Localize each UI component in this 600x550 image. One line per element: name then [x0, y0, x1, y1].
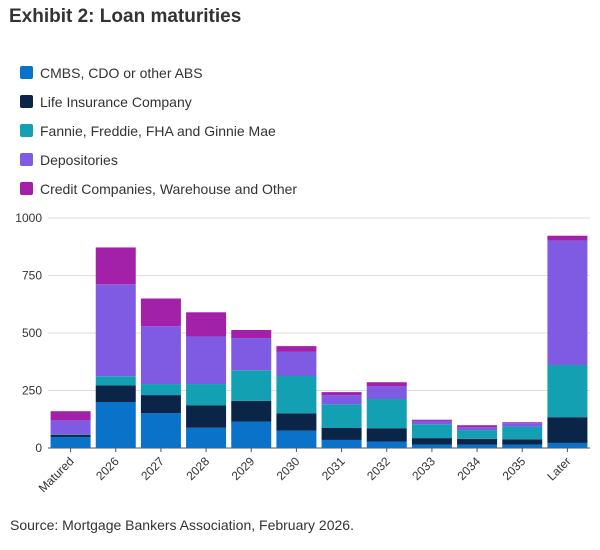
legend-item: Fannie, Freddie, FHA and Ginnie Mae	[20, 116, 297, 145]
bar-segment	[411, 424, 452, 439]
bar-segment	[95, 284, 136, 377]
bar-segment	[95, 376, 136, 386]
bar-segment	[502, 439, 543, 445]
legend-label: Fannie, Freddie, FHA and Ginnie Mae	[40, 122, 276, 139]
x-tick-label: 2030	[274, 454, 303, 483]
bar-segment	[411, 444, 452, 448]
bar-segment	[50, 411, 91, 421]
x-tick-label: 2031	[319, 454, 348, 483]
bar-segment	[457, 430, 498, 439]
bar-segment	[547, 442, 588, 448]
bar-segment	[321, 395, 362, 405]
bar-segment	[366, 428, 407, 442]
bar-segment	[95, 402, 136, 448]
bar-segment	[366, 386, 407, 400]
legend-item: Life Insurance Company	[20, 87, 297, 116]
bar-segment	[547, 417, 588, 443]
y-tick-label: 500	[22, 326, 42, 340]
bar-segment	[547, 364, 588, 418]
x-tick-label: 2034	[454, 454, 483, 483]
bar-segment	[321, 427, 362, 440]
bar-segment	[231, 338, 272, 371]
bar-segment	[140, 395, 181, 414]
bar-segment	[411, 438, 452, 445]
bar-segment	[231, 330, 272, 339]
legend-label: Life Insurance Company	[40, 93, 192, 110]
bar-segment	[547, 235, 588, 241]
bar-segment	[502, 444, 543, 448]
bar-segment	[457, 427, 498, 431]
legend: CMBS, CDO or other ABS Life Insurance Co…	[20, 58, 297, 203]
bar-segment	[186, 405, 227, 428]
legend-item: CMBS, CDO or other ABS	[20, 58, 297, 87]
legend-label: CMBS, CDO or other ABS	[40, 64, 203, 81]
bar-segment	[140, 298, 181, 327]
bar-segment	[276, 413, 317, 431]
x-tick-label: 2027	[138, 454, 167, 483]
bar-segment	[140, 413, 181, 448]
x-tick-label: 2033	[409, 454, 438, 483]
legend-swatch	[20, 66, 33, 79]
bar-segment	[276, 430, 317, 448]
bar-segment	[457, 438, 498, 445]
bar-segment	[366, 399, 407, 429]
legend-swatch	[20, 95, 33, 108]
legend-label: Depositories	[40, 151, 118, 168]
bar-segment	[50, 436, 91, 448]
bar-segment	[366, 441, 407, 448]
bar-segment	[321, 392, 362, 396]
bar-segment	[276, 376, 317, 414]
bar-segment	[502, 426, 543, 440]
legend-swatch	[20, 153, 33, 166]
bar-segment	[321, 439, 362, 448]
bar-segment	[231, 421, 272, 448]
bar-segment	[231, 400, 272, 422]
bar-segment	[50, 420, 91, 435]
bar-segment	[140, 384, 181, 396]
bar-segment	[231, 370, 272, 401]
bar-segment	[276, 346, 317, 352]
x-tick-label: Later	[544, 454, 573, 483]
bar-segment	[411, 419, 452, 421]
bar-segment	[502, 423, 543, 427]
bar-segment	[95, 247, 136, 285]
bar-segment	[186, 384, 227, 406]
bar-segment	[321, 404, 362, 428]
bar-segment	[186, 427, 227, 448]
bar-segment	[276, 351, 317, 377]
y-tick-label: 750	[22, 269, 42, 283]
x-tick-label: 2035	[500, 454, 529, 483]
bar-segment	[457, 425, 498, 428]
legend-item: Depositories	[20, 145, 297, 174]
bar-segment	[411, 420, 452, 425]
x-tick-label: Matured	[36, 454, 77, 495]
bar-segment	[50, 434, 91, 437]
x-tick-label: 2032	[364, 454, 393, 483]
y-tick-label: 0	[35, 441, 42, 455]
y-tick-label: 250	[22, 384, 42, 398]
bar-segment	[547, 240, 588, 365]
y-tick-label: 1000	[15, 211, 42, 225]
bar-segment	[502, 422, 543, 424]
bar-segment	[366, 382, 407, 387]
bar-segment	[140, 326, 181, 385]
x-tick-label: 2026	[93, 454, 122, 483]
bar-segment	[186, 312, 227, 337]
bar-segment	[186, 336, 227, 385]
source-note: Source: Mortgage Bankers Association, Fe…	[10, 517, 354, 533]
x-tick-label: 2028	[183, 454, 212, 483]
legend-swatch	[20, 182, 33, 195]
legend-item: Credit Companies, Warehouse and Other	[20, 174, 297, 203]
bar-segment	[95, 385, 136, 402]
chart-title: Exhibit 2: Loan maturities	[9, 6, 242, 27]
bar-segment	[457, 444, 498, 448]
legend-label: Credit Companies, Warehouse and Other	[40, 180, 298, 197]
x-tick-label: 2029	[229, 454, 258, 483]
stacked-bar-chart: 0 250 500 750 1000 Matured 2026 2027 2028 2029 203…	[15, 211, 590, 495]
legend-swatch	[20, 124, 33, 137]
